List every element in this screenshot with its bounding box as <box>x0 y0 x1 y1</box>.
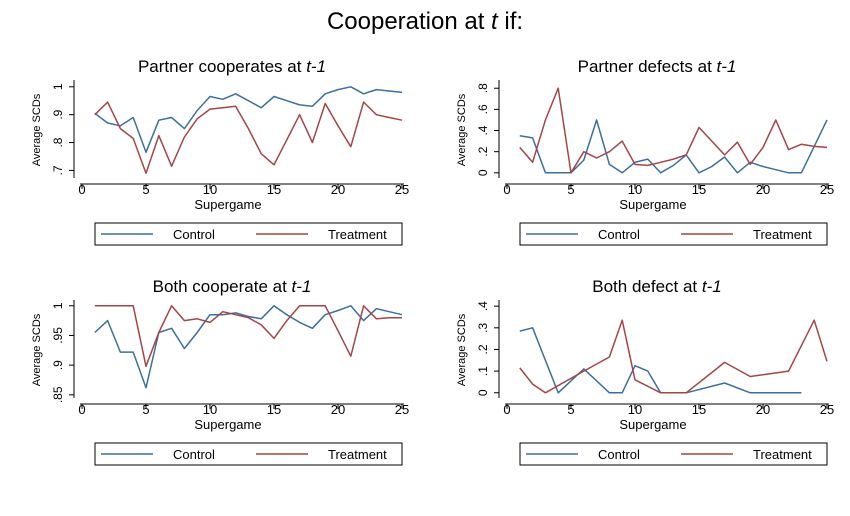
x-tick-label: 25 <box>395 182 409 197</box>
y-tick-label: .8 <box>476 83 490 93</box>
y-tick-label: .8 <box>51 137 65 147</box>
legend-label-treatment: Treatment <box>328 227 387 242</box>
chart-both-defect: Both defect at t-1 0 .1 .2 .3 .4 Average SCDs 0… <box>456 277 834 466</box>
y-tick-label: 1 <box>51 83 65 90</box>
chart-title-italic: t-1 <box>292 277 312 296</box>
y-tick-label: .85 <box>51 386 65 403</box>
x-axis-label: Supergame <box>194 197 261 212</box>
figure-title-var: t <box>491 8 498 35</box>
chart-title: Partner defects at t-1 <box>578 57 737 76</box>
figure: Cooperation at t if: Partner cooperates … <box>0 8 850 466</box>
chart-title-text: Both cooperate at <box>153 277 292 296</box>
y-axis-label: Average SCDs <box>456 93 468 166</box>
panel-partner-defects: Partner defects at t-1 0 .2 .4 .6 .8 Average S… <box>425 50 850 296</box>
x-tick-label: 20 <box>756 402 770 417</box>
y-tick-label: .7 <box>51 165 65 175</box>
chart-title: Both cooperate at t-1 <box>153 277 312 296</box>
legend-box <box>519 442 828 466</box>
figure-title-suffix: if: <box>497 8 524 35</box>
x-tick-label: 20 <box>756 182 770 197</box>
series-line-treatment <box>519 319 828 394</box>
y-tick-label: .9 <box>51 360 65 370</box>
chart-both-cooperate: Both cooperate at t-1 .85 .9 .95 1 Average SC… <box>31 277 409 466</box>
legend-label-treatment: Treatment <box>753 447 812 462</box>
y-tick-label: .4 <box>476 301 490 311</box>
y-tick-label: .95 <box>51 327 65 344</box>
y-tick-label: .9 <box>51 109 65 119</box>
y-axis-label: Average SCDs <box>31 313 43 386</box>
panel-partner-cooperates: Partner cooperates at t-1 .7 .8 .9 1 Average … <box>0 50 425 296</box>
x-tick-label: 10 <box>203 182 217 197</box>
x-tick-label: 5 <box>142 182 149 197</box>
figure-title-prefix: Cooperation at <box>326 8 492 35</box>
x-tick-label: 20 <box>331 182 345 197</box>
chart-partner-defects: Partner defects at t-1 0 .2 .4 .6 .8 Average S… <box>456 57 834 246</box>
x-tick-label: 10 <box>203 402 217 417</box>
series-line-control <box>94 305 403 389</box>
x-tick-label: 0 <box>503 402 510 417</box>
y-tick-label: .2 <box>476 146 490 156</box>
y-tick-label: .3 <box>476 322 490 332</box>
legend-label-treatment: Treatment <box>753 227 812 242</box>
legend-box <box>94 222 403 246</box>
x-tick-label: 0 <box>503 182 510 197</box>
chart-title: Partner cooperates at t-1 <box>138 57 326 76</box>
x-tick-label: 0 <box>78 402 85 417</box>
chart-title: Both defect at t-1 <box>592 277 721 296</box>
x-tick-label: 0 <box>78 182 85 197</box>
legend-label-control: Control <box>598 227 640 242</box>
legend-label-control: Control <box>598 447 640 462</box>
series-line-treatment <box>94 101 403 174</box>
x-axis-label: Supergame <box>619 197 686 212</box>
legend: Control Treatment <box>94 442 403 466</box>
x-tick-label: 5 <box>142 402 149 417</box>
series-line-treatment <box>519 87 828 174</box>
legend-label-control: Control <box>173 227 215 242</box>
x-tick-label: 15 <box>692 402 706 417</box>
x-tick-label: 10 <box>628 402 642 417</box>
legend-label-treatment: Treatment <box>328 447 387 462</box>
y-axis-label: Average SCDs <box>456 313 468 386</box>
chart-title-text: Both defect at <box>592 277 702 296</box>
x-tick-label: 25 <box>820 402 834 417</box>
y-tick-label: .2 <box>476 344 490 354</box>
panel-both-cooperate: Both cooperate at t-1 .85 .9 .95 1 Average SC… <box>0 270 425 516</box>
y-tick-label: .1 <box>476 366 490 376</box>
chart-title-italic: t-1 <box>717 57 737 76</box>
legend-box <box>94 442 403 466</box>
chart-title-text: Partner cooperates at <box>138 57 306 76</box>
x-tick-label: 15 <box>692 182 706 197</box>
y-tick-label: .4 <box>476 125 490 135</box>
chart-title-italic: t-1 <box>702 277 722 296</box>
chart-partner-cooperates: Partner cooperates at t-1 .7 .8 .9 1 Average … <box>31 57 409 246</box>
chart-title-text: Partner defects at <box>578 57 717 76</box>
panel-both-defect: Both defect at t-1 0 .1 .2 .3 .4 Average SCDs 0… <box>425 270 850 516</box>
legend: Control Treatment <box>94 222 403 246</box>
chart-title-italic: t-1 <box>306 57 326 76</box>
x-tick-label: 15 <box>267 402 281 417</box>
y-tick-label: 1 <box>51 302 65 309</box>
y-tick-label: 0 <box>476 169 490 176</box>
y-axis-label: Average SCDs <box>31 93 43 166</box>
x-tick-label: 20 <box>331 402 345 417</box>
x-axis-label: Supergame <box>619 417 686 432</box>
x-axis-label: Supergame <box>194 417 261 432</box>
legend: Control Treatment <box>519 222 828 246</box>
x-tick-label: 5 <box>567 402 574 417</box>
legend-label-control: Control <box>173 447 215 462</box>
series-line-treatment <box>94 305 402 368</box>
x-tick-label: 5 <box>567 182 574 197</box>
x-tick-label: 25 <box>395 402 409 417</box>
series-line-control <box>519 327 802 394</box>
series-line-control <box>94 86 403 154</box>
x-tick-label: 25 <box>820 182 834 197</box>
x-tick-label: 10 <box>628 182 642 197</box>
legend: Control Treatment <box>519 442 828 466</box>
legend-box <box>519 222 828 246</box>
y-tick-label: 0 <box>476 389 490 396</box>
x-tick-label: 15 <box>267 182 281 197</box>
series-line-control <box>519 119 828 174</box>
y-tick-label: .6 <box>476 104 490 114</box>
figure-title: Cooperation at t if: <box>0 8 850 36</box>
